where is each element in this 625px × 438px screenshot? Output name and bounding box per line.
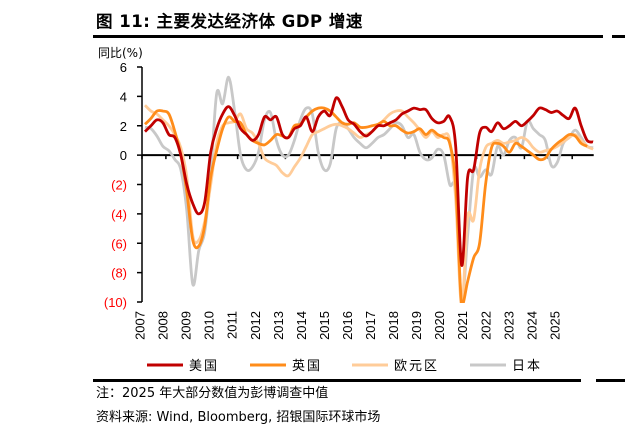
y-tick-label: (4) [111, 207, 127, 222]
y-tick-label: (8) [111, 266, 127, 281]
x-tick-label: 2015 [317, 311, 332, 340]
x-tick-label: 2012 [248, 311, 263, 340]
y-tick-label: (6) [111, 236, 127, 251]
x-tick-label: 2024 [524, 311, 539, 340]
gdp-growth-chart: 6 4 2 0 (2) (4) (6) (8) (10) 2007 2008 2009 2010 2011… [104, 60, 594, 374]
legend-label: 英国 [292, 359, 322, 374]
adjacent-figure-rule [612, 35, 625, 38]
chart-source: 资料来源: Wind, Bloomberg, 招银国际环球市场 [96, 410, 381, 425]
x-tick-label: 2007 [133, 311, 148, 340]
x-tick-label: 2013 [271, 311, 286, 340]
adjacent-footer-rule [596, 379, 625, 382]
x-tick-label: 2025 [547, 311, 562, 340]
x-tick-label: 2020 [432, 311, 447, 340]
x-tick-label: 2008 [156, 311, 171, 340]
title-rule [93, 35, 603, 38]
y-tick-label: 4 [120, 89, 127, 104]
footer-rule [93, 379, 581, 382]
y-tick-label: 0 [120, 148, 127, 163]
x-tick-label: 2021 [455, 311, 470, 340]
chart-note: 注：2025 年大部分数值为彭博调查中值 [96, 386, 329, 401]
x-tick-label: 2019 [409, 311, 424, 340]
x-tick-label: 2009 [179, 311, 194, 340]
x-tick-label: 2014 [294, 311, 309, 340]
series-line-0 [144, 96, 594, 267]
legend-label: 美国 [189, 359, 219, 374]
y-tick-label: (2) [111, 178, 127, 193]
y-tick-label: 6 [120, 60, 127, 75]
series-line-1 [144, 106, 588, 303]
x-tick-label: 2023 [501, 311, 516, 340]
x-tick-label: 2010 [202, 311, 217, 340]
x-tick-label: 2022 [478, 311, 493, 340]
legend-label: 日本 [512, 359, 542, 374]
series-line-3 [144, 75, 594, 303]
x-tick-label: 2018 [386, 311, 401, 340]
x-tick-label: 2017 [363, 311, 378, 340]
y-axis-label: 同比(%) [98, 46, 143, 60]
figure-title: 图 11: 主要发达经济体 GDP 增速 [96, 12, 363, 31]
x-tick-label: 2016 [340, 311, 355, 340]
x-tick-label: 2011 [225, 311, 240, 339]
legend-label: 欧元区 [394, 359, 439, 374]
y-tick-label: (10) [104, 295, 127, 310]
y-tick-label: 2 [120, 119, 127, 134]
